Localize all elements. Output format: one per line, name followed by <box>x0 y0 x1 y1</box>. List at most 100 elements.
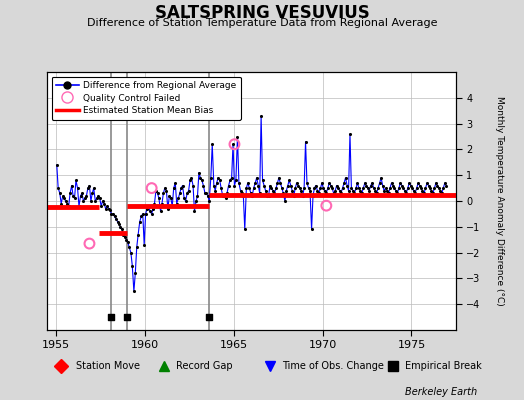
Point <box>378 182 387 189</box>
Point <box>275 174 283 181</box>
Point <box>152 188 160 194</box>
Point <box>267 185 276 191</box>
Point <box>272 185 280 191</box>
Point <box>103 203 112 209</box>
Point <box>102 206 110 212</box>
Point <box>106 314 115 320</box>
Point <box>399 185 408 191</box>
Point <box>371 188 379 194</box>
Point <box>233 133 242 140</box>
Point <box>195 170 203 176</box>
Point <box>278 185 286 191</box>
Point <box>420 190 428 196</box>
Point <box>159 190 168 196</box>
Text: Empirical Break: Empirical Break <box>405 361 482 371</box>
Point <box>288 188 297 194</box>
Point <box>86 198 95 204</box>
Point <box>134 231 143 238</box>
Point <box>183 190 191 196</box>
Point <box>432 180 440 186</box>
Point <box>369 185 378 191</box>
Point <box>226 177 234 184</box>
Point <box>261 188 270 194</box>
Point <box>373 190 381 196</box>
Text: Record Gap: Record Gap <box>176 361 233 371</box>
Point <box>427 188 435 194</box>
Point <box>356 188 365 194</box>
Point <box>77 193 85 199</box>
Point <box>109 211 117 217</box>
Point <box>118 226 126 232</box>
Point <box>403 185 412 191</box>
Point <box>326 182 335 189</box>
Point <box>205 198 213 204</box>
Point <box>68 182 76 189</box>
Point <box>192 198 200 204</box>
Point <box>147 185 156 191</box>
Point <box>387 180 396 186</box>
Point <box>154 190 162 196</box>
Point <box>395 185 403 191</box>
Point <box>439 185 447 191</box>
Point <box>279 190 288 196</box>
Point <box>393 190 401 196</box>
Point <box>340 180 348 186</box>
Point <box>136 218 144 225</box>
Point <box>290 193 298 199</box>
Point <box>361 180 369 186</box>
Point <box>414 180 422 186</box>
Point <box>355 185 363 191</box>
Point <box>66 190 74 196</box>
Point <box>269 188 277 194</box>
Point <box>301 138 310 145</box>
Point <box>189 182 197 189</box>
Point <box>421 185 430 191</box>
Point <box>219 193 227 199</box>
Point <box>180 195 188 202</box>
Point <box>312 182 320 189</box>
Point <box>365 188 374 194</box>
Point <box>391 188 400 194</box>
Point <box>213 180 221 186</box>
Point <box>433 182 442 189</box>
Point <box>318 180 326 186</box>
Point <box>221 195 230 202</box>
Point <box>341 174 350 181</box>
Point <box>137 213 145 220</box>
Point <box>57 200 66 207</box>
Point <box>127 250 135 256</box>
Point <box>287 182 295 189</box>
Point <box>190 208 199 214</box>
Point <box>161 185 169 191</box>
Point <box>214 174 222 181</box>
Point <box>330 190 338 196</box>
Point <box>227 174 236 181</box>
Point <box>94 193 103 199</box>
Point <box>274 180 282 186</box>
Point <box>321 188 329 194</box>
Point <box>256 190 264 196</box>
Point <box>408 185 417 191</box>
Point <box>358 190 366 196</box>
Point <box>107 211 116 217</box>
Point <box>359 185 367 191</box>
Point <box>374 185 382 191</box>
Point <box>303 180 311 186</box>
Point <box>423 180 431 186</box>
Point <box>100 200 108 207</box>
Point <box>72 177 80 184</box>
Point <box>386 185 394 191</box>
Point <box>146 208 154 214</box>
Point <box>368 180 376 186</box>
Point <box>266 182 274 189</box>
Point <box>177 185 185 191</box>
Point <box>91 198 100 204</box>
Point <box>169 185 178 191</box>
Point <box>119 231 127 238</box>
Point <box>59 193 67 199</box>
Point <box>133 244 141 251</box>
Point <box>296 185 304 191</box>
Text: Difference of Station Temperature Data from Regional Average: Difference of Station Temperature Data f… <box>87 18 437 28</box>
Point <box>316 185 325 191</box>
Point <box>204 193 212 199</box>
